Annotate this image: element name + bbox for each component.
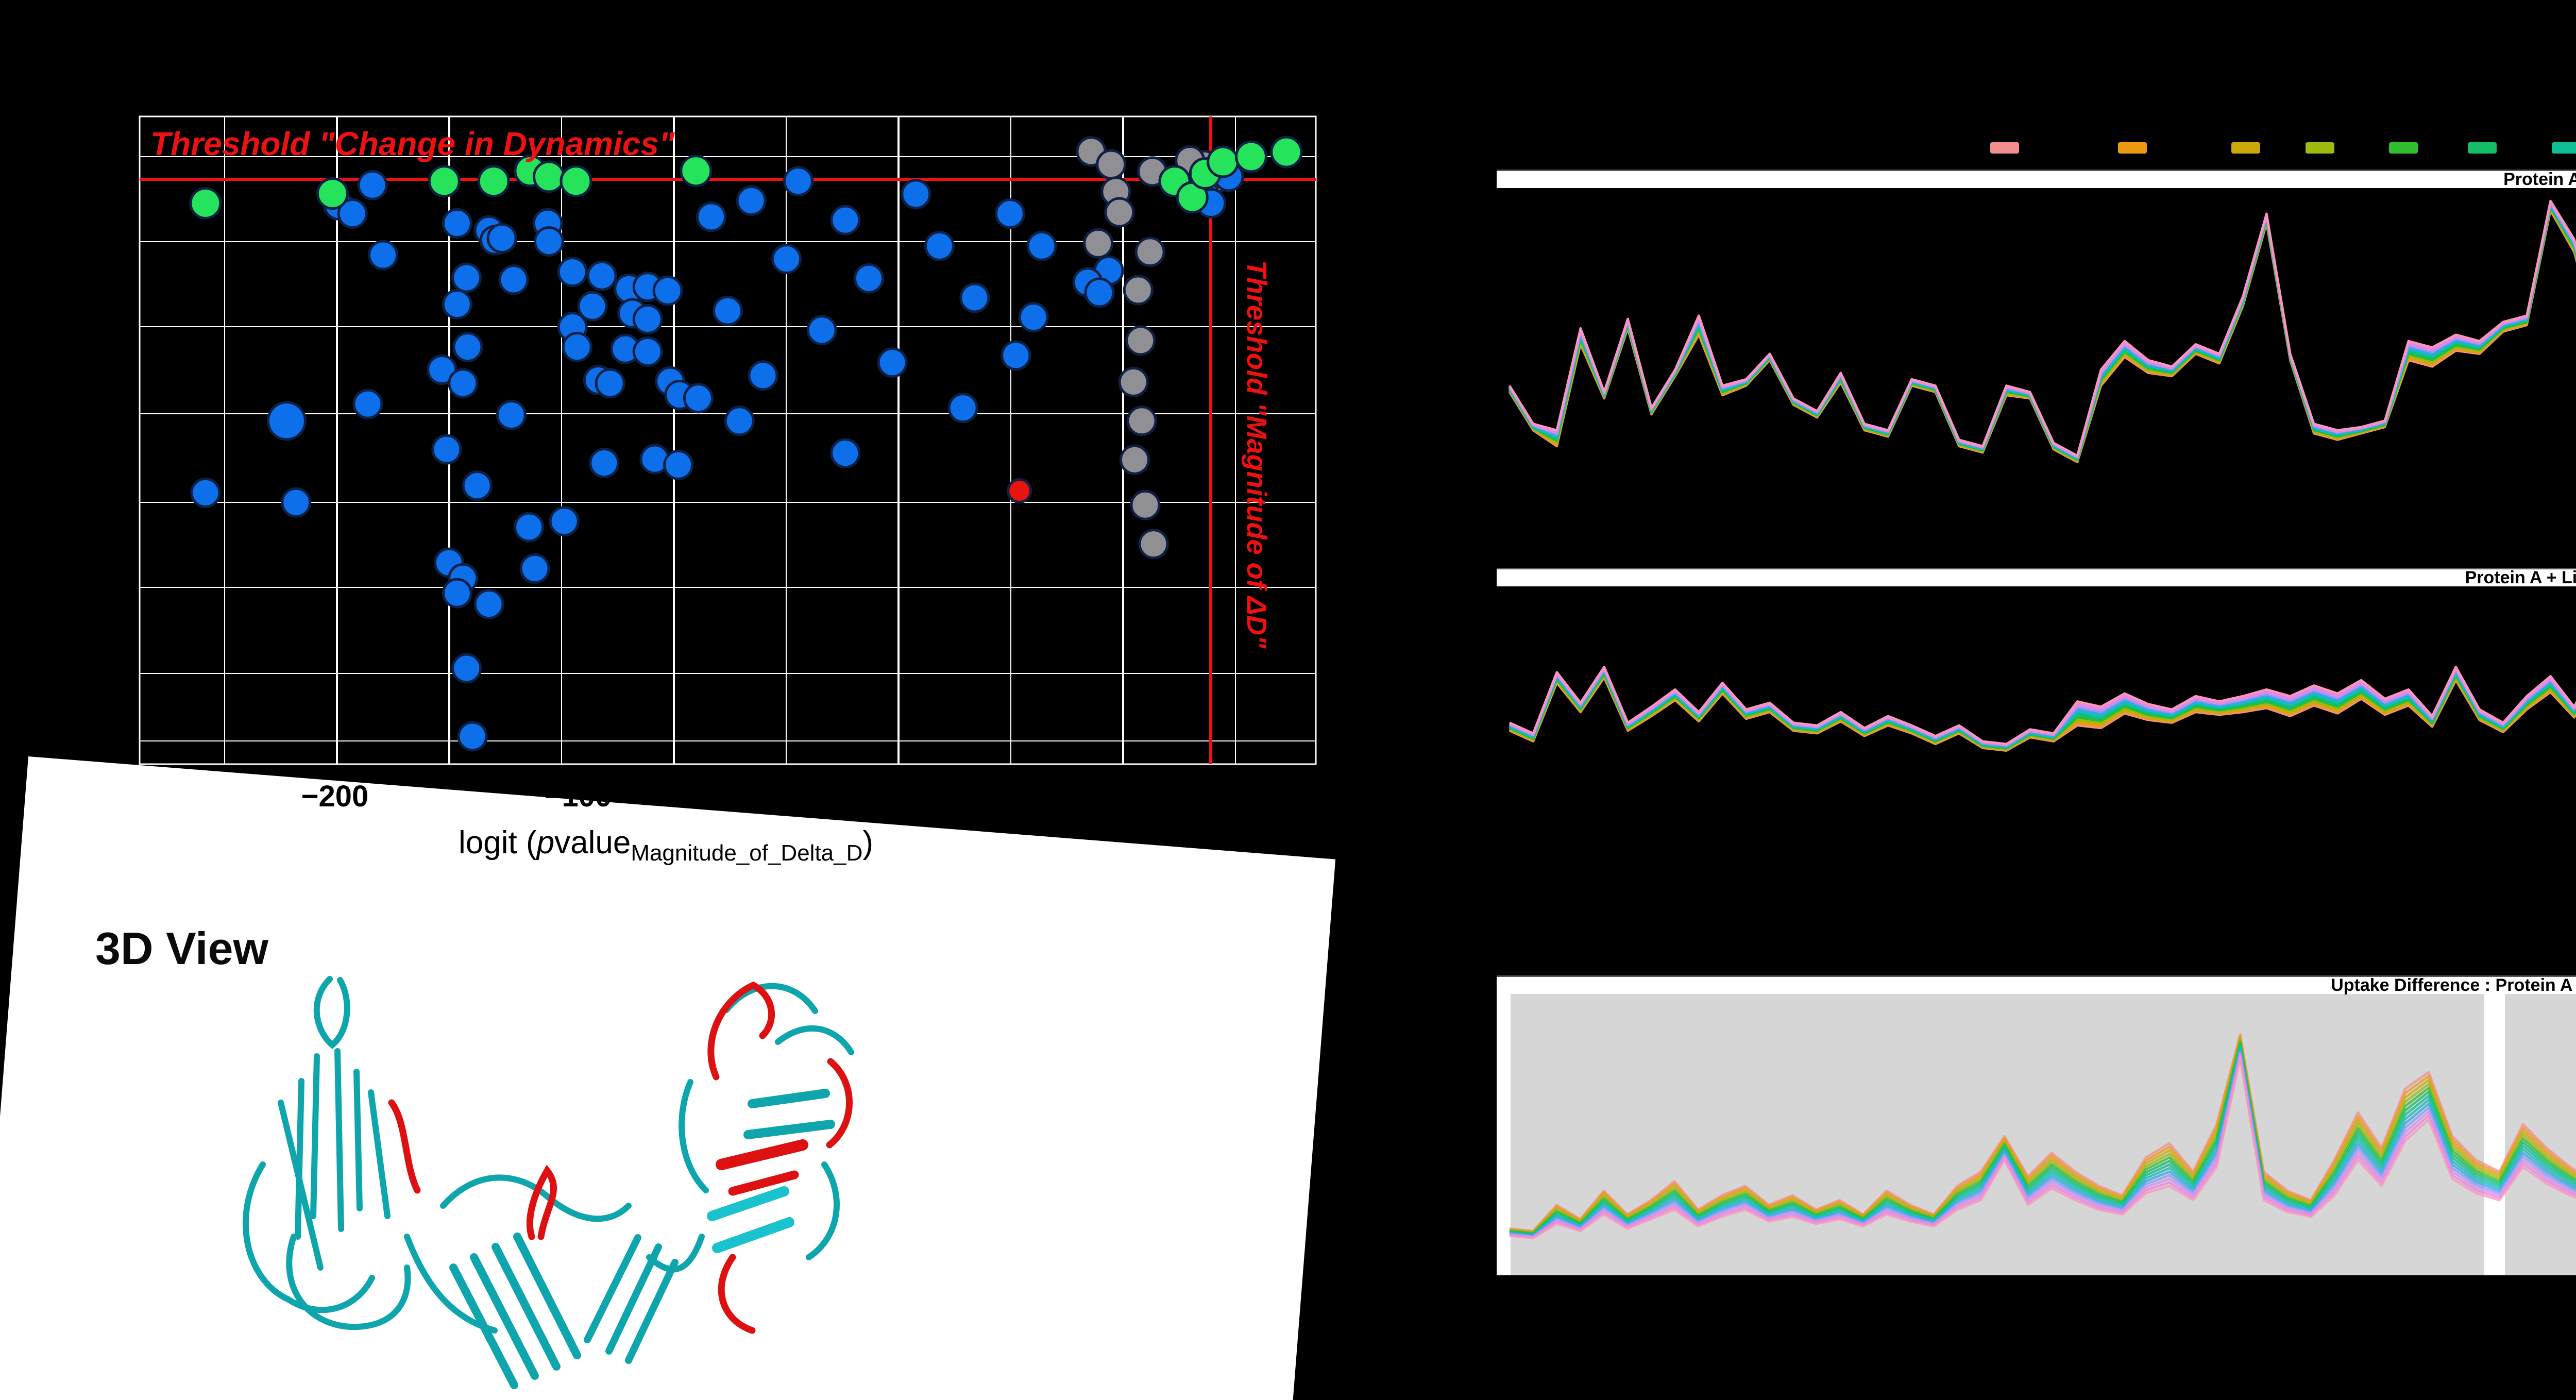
scatter-points[interactable]: [139, 115, 1317, 765]
uptake-difference-chart[interactable]: [1497, 993, 2576, 1275]
uptake-lines[interactable]: [1497, 993, 2576, 1275]
legend-swatch-timepoint-3[interactable]: [2231, 142, 2260, 154]
volcano-scatter-plot[interactable]: [77, 88, 1417, 819]
3d-view-title: 3D View: [95, 923, 268, 974]
legend-swatch-timepoint-7[interactable]: [2552, 142, 2576, 154]
threshold-change-dynamics-label: Threshold "Change in Dynamics": [150, 125, 675, 162]
legend-swatch-timepoint-2[interactable]: [2118, 142, 2147, 154]
legend-swatch-timepoint-5[interactable]: [2389, 142, 2418, 154]
protein-ribbon-3d[interactable]: [185, 948, 1370, 1396]
titlebar-protein-a-ligand: Protein A + Ligand: [1497, 568, 2576, 586]
uptake-chart-protein-a[interactable]: [1497, 187, 2576, 566]
titlebar-protein-a: Protein A: [1497, 170, 2576, 188]
legend-swatch-timepoint-6[interactable]: [2468, 142, 2497, 154]
uptake-chart-protein-a-ligand[interactable]: [1497, 585, 2576, 973]
chart1-title: Protein A: [2503, 170, 2576, 189]
x-tick-label: −100: [544, 780, 612, 813]
uptake-lines[interactable]: [1509, 199, 2576, 468]
protein-red-highlights: [388, 981, 853, 1334]
x-axis-title: logit (pvalueMagnitude_of_Delta_D): [459, 825, 874, 866]
legend-swatch-timepoint-1[interactable]: [1990, 142, 2019, 154]
chart2-title: Protein A + Ligand: [2465, 568, 2576, 587]
x-tick-label: −200: [301, 780, 369, 813]
legend-swatch-timepoint-4[interactable]: [2306, 142, 2334, 154]
uptake-lines[interactable]: [1509, 635, 2576, 752]
protein-cyan-strands: [707, 1186, 794, 1253]
titlebar-uptake-difference: Uptake Difference : Protein A - (Protein…: [1497, 975, 2576, 994]
threshold-magnitude-label: Threshold "Magnitude of ΔD": [1241, 260, 1272, 649]
chart3-title: Uptake Difference : Protein A - (Protein…: [2331, 975, 2576, 995]
